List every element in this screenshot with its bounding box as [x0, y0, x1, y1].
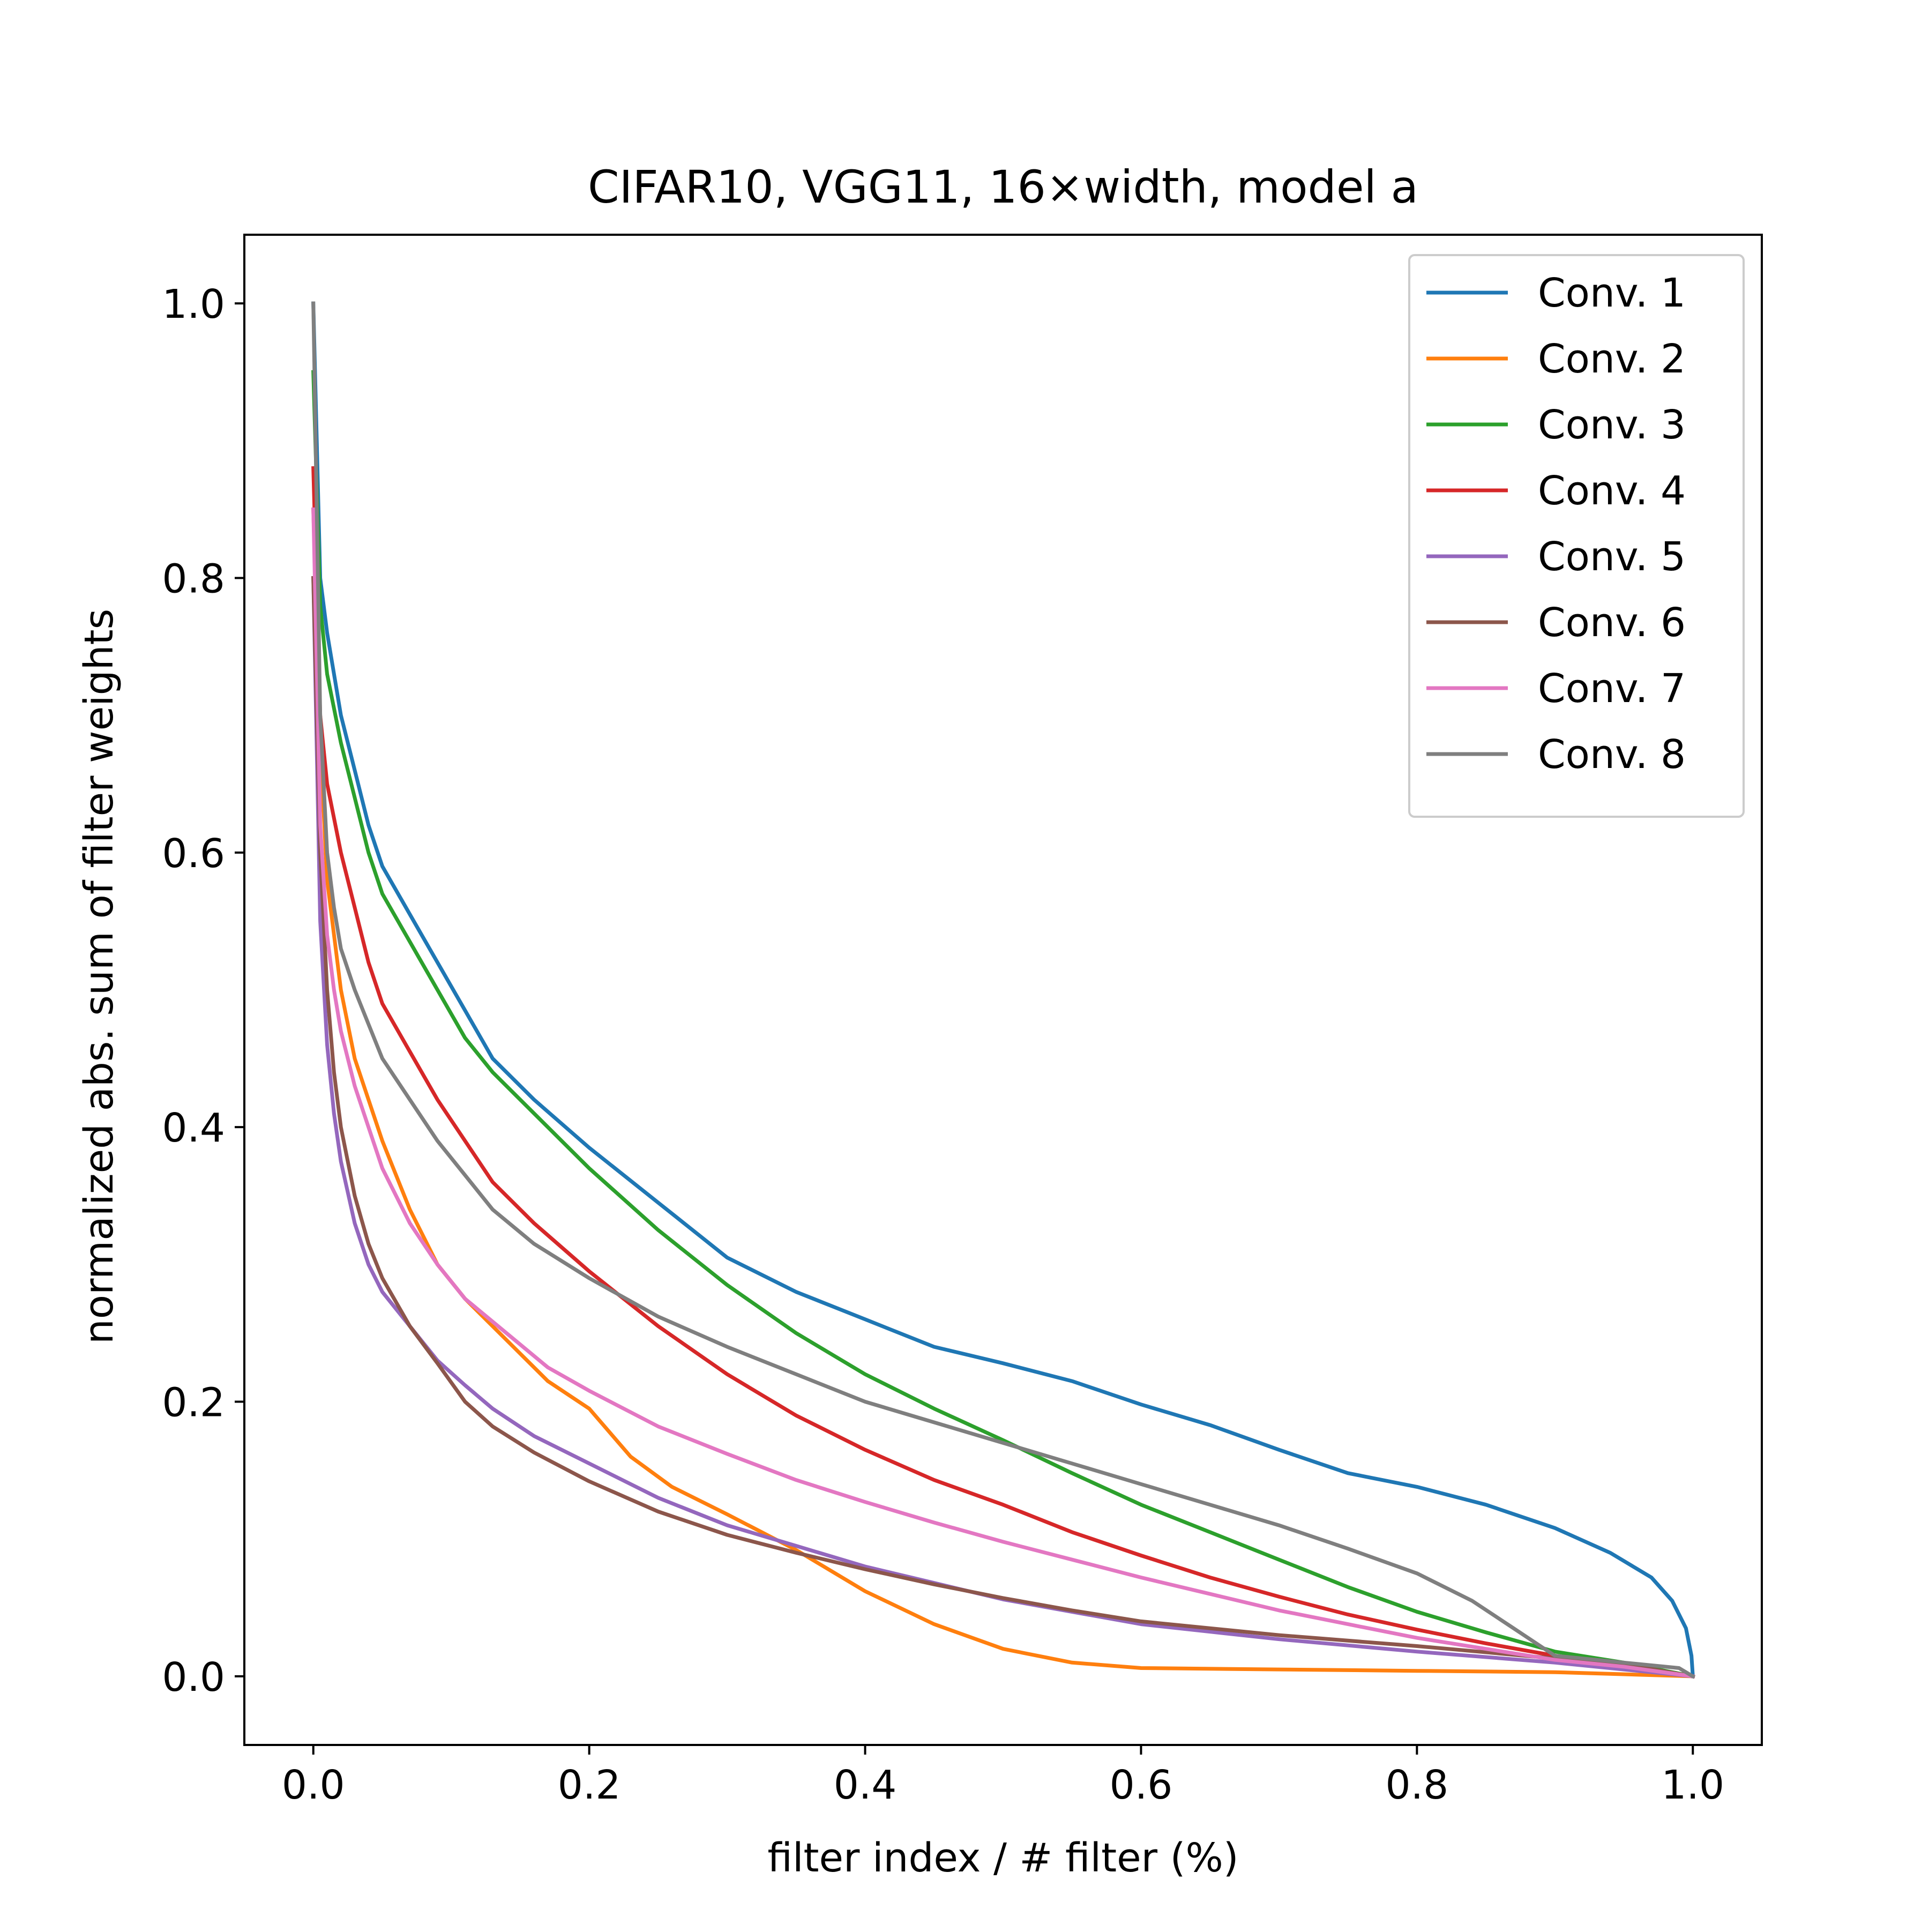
series-line-conv-1	[311, 301, 1695, 1679]
x-tick-label: 0.0	[282, 1762, 345, 1808]
y-tick-label: 0.8	[162, 556, 225, 602]
series-line-conv-6	[311, 576, 1695, 1679]
legend-label: Conv. 7	[1538, 666, 1686, 712]
legend-label: Conv. 6	[1538, 600, 1686, 646]
y-tick-label: 1.0	[162, 281, 225, 327]
x-tick-label: 0.4	[834, 1762, 897, 1808]
chart-title: CIFAR10, VGG11, 16×width, model a	[588, 161, 1418, 213]
plot-frame	[243, 234, 1763, 1746]
legend-label: Conv. 8	[1538, 732, 1686, 778]
series-line-conv-3	[311, 370, 1695, 1679]
legend-label: Conv. 5	[1538, 534, 1686, 580]
legend-box	[1408, 254, 1745, 818]
x-tick-label: 1.0	[1661, 1762, 1724, 1808]
y-axis-label: normalized abs. sum of filter weights	[76, 609, 122, 1344]
legend-label: Conv. 2	[1538, 336, 1686, 382]
series-line-conv-7	[311, 507, 1695, 1679]
series-line-conv-5	[311, 576, 1695, 1679]
y-tick-label: 0.6	[162, 831, 225, 877]
axis-ticks: 0.0 0.2 0.4 0.6 0.8 1.0 0.0 0.2 0.4 0.6 0.8 1.0	[162, 281, 1724, 1808]
series-line-conv-4	[311, 466, 1695, 1679]
legend-label: Conv. 1	[1538, 270, 1686, 316]
series-line-conv-2	[311, 507, 1695, 1679]
legend-label: Conv. 3	[1538, 402, 1686, 448]
legend: Conv. 1 Conv. 2 Conv. 3 Conv. 4 Conv. 5 Conv.…	[1408, 254, 1745, 818]
x-tick-label: 0.2	[558, 1762, 621, 1808]
series-line-conv-8	[311, 301, 1696, 1679]
x-tick-label: 0.8	[1386, 1762, 1449, 1808]
y-tick-label: 0.0	[162, 1654, 225, 1700]
y-tick-label: 0.4	[162, 1105, 225, 1151]
legend-label: Conv. 4	[1538, 468, 1686, 514]
series-lines	[311, 301, 1696, 1679]
y-tick-label: 0.2	[162, 1380, 225, 1426]
x-axis-label: filter index / # filter (%)	[767, 1835, 1238, 1881]
x-tick-label: 0.6	[1110, 1762, 1173, 1808]
